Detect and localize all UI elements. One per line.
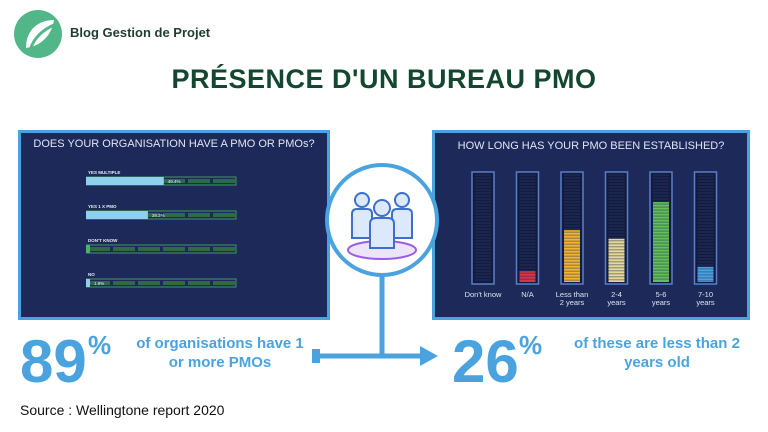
option-label: DON'T KNOW [88, 238, 118, 243]
stat-right-caption: of these are less than 2 years old [552, 334, 762, 372]
leaf-circle-icon [14, 10, 62, 58]
stat-right-line-1: of these are less than 2 [574, 335, 740, 352]
brand-name: Blog Gestion de Projet [70, 25, 211, 40]
option-label: YES MULTIPLE [88, 170, 120, 175]
option-label: YES 1 X PMO [88, 204, 117, 209]
category-label: N/A [521, 290, 534, 299]
stat-left-percent: % [88, 330, 112, 360]
option-segment [113, 247, 135, 251]
category-label: years [696, 298, 715, 307]
stat-left-line-2: or more PMOs [168, 354, 272, 371]
page-title: PRÉSENCE D'UN BUREAU PMO [171, 64, 597, 94]
stat-left-number: 89 [20, 328, 87, 395]
option-track [86, 244, 237, 254]
stat-right-number: 26 [452, 328, 519, 395]
right-question: HOW LONG HAS YOUR PMO BEEN ESTABLISHED? [457, 140, 725, 152]
pmo-existence-chart: YES MULTIPLE 49.4% YES 1 X PMO 39.3% DON'T K… [86, 170, 237, 288]
option-segment [188, 281, 210, 285]
category-label: 5-6 [656, 290, 667, 299]
option-segment [213, 247, 235, 251]
option-fill [86, 211, 148, 219]
people-group-icon [325, 163, 439, 277]
option-segment [163, 179, 185, 183]
source-note: Source : Wellingtone report 2020 [20, 402, 225, 418]
option-segment [138, 213, 160, 217]
option-track [86, 210, 237, 220]
stat-right-line-2: years old [624, 354, 690, 371]
option-segment [138, 247, 160, 251]
option-percent: 39.3% [152, 213, 165, 218]
option-label: NO [88, 272, 95, 277]
option-segment [163, 213, 185, 217]
option-segment [88, 247, 110, 251]
left-question: DOES YOUR ORGANISATION HAVE A PMO OR PMO… [33, 138, 315, 150]
option-segment [188, 179, 210, 183]
category-label: years [652, 298, 671, 307]
option-segment [188, 247, 210, 251]
option-segment [163, 247, 185, 251]
stat-left-line-1: of organisations have 1 [136, 335, 304, 352]
option-segment [163, 281, 185, 285]
category-label: 2 years [560, 298, 585, 307]
stat-right-percent: % [519, 330, 543, 360]
option-segment [188, 213, 210, 217]
pmo-existence-panel [18, 130, 330, 320]
stat-left-caption: of organisations have 1 or more PMOs [120, 334, 320, 372]
option-segment [213, 281, 235, 285]
category-label: 2-4 [611, 290, 622, 299]
category-label: Less than [556, 290, 589, 299]
option-fill [86, 177, 164, 185]
option-track [86, 278, 237, 288]
option-percent: 1.9% [94, 281, 104, 286]
category-label: 7-10 [698, 290, 713, 299]
category-label: years [607, 298, 626, 307]
option-segment [138, 281, 160, 285]
category-label: Don't know [465, 290, 502, 299]
option-fill [86, 279, 90, 287]
option-segment [213, 213, 235, 217]
option-segment [213, 179, 235, 183]
option-segment [88, 281, 110, 285]
option-fill [86, 245, 90, 253]
option-percent: 49.4% [168, 179, 181, 184]
option-segment [113, 281, 135, 285]
